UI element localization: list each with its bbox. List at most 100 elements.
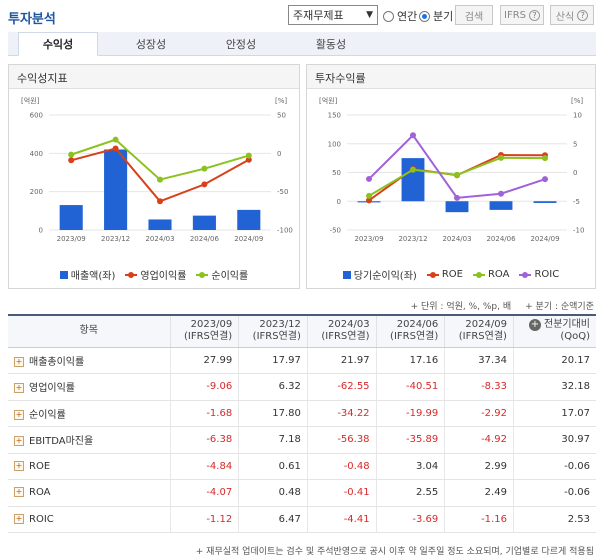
value-cell: -19.99	[375, 400, 445, 427]
bar	[445, 201, 469, 213]
legend-item-roe[interactable]: ROE	[426, 267, 463, 282]
right-tick-label: -50	[277, 188, 288, 196]
col-header-qoq: + 전분기대비 (QoQ)	[512, 314, 596, 348]
expand-row-icon[interactable]: +	[14, 356, 24, 367]
expand-row-icon[interactable]: +	[14, 383, 24, 394]
x-tick-label: 2023/12	[101, 235, 130, 243]
right-axis-unit: [%]	[571, 97, 583, 105]
tab-profitability[interactable]: 수익성	[18, 32, 98, 56]
value-cell: 27.99	[169, 347, 239, 374]
formula-button[interactable]: 산식 ?	[550, 5, 594, 25]
value-cell: 2.99	[444, 453, 514, 480]
radio-annual-icon	[383, 10, 394, 22]
x-tick-label: 2024/03	[145, 235, 174, 243]
table-row: + 매출총이익률 27.99 17.97 21.97 17.16 37.34 20.17	[8, 347, 596, 374]
row-label-cell[interactable]: + 매출총이익률	[8, 347, 170, 374]
row-label: ROE	[29, 460, 51, 472]
col-header-period: 2023/09 (IFRS연결)	[169, 314, 239, 348]
value-cell: 17.80	[238, 400, 308, 427]
footnote: + 재무실적 업데이트는 검수 및 주석반영으로 공시 이후 약 일주일 정도 …	[195, 547, 594, 557]
tab-growth[interactable]: 성장성	[135, 38, 167, 51]
tab-activity[interactable]: 활동성	[315, 38, 347, 51]
right-tick-label: 0	[573, 169, 577, 177]
legend-swatch	[519, 271, 532, 279]
legend-swatch	[342, 270, 351, 279]
search-button[interactable]: 검색	[455, 5, 493, 25]
legend-item-revenue[interactable]: 매출액(좌)	[59, 267, 115, 282]
value-cell: 0.61	[238, 453, 308, 480]
value-cell: -2.92	[444, 400, 514, 427]
expand-row-icon[interactable]: +	[14, 436, 24, 447]
value-cell: 37.34	[444, 347, 514, 374]
radio-annual[interactable]: 연간	[383, 8, 417, 24]
right-tick-label: -10	[573, 227, 584, 235]
row-label: 순이익률	[29, 409, 66, 421]
return-panel-title: 투자수익률	[307, 65, 595, 89]
legend-label: 당기순이익(좌)	[353, 271, 417, 282]
radio-quarter[interactable]: 분기	[419, 8, 453, 24]
legend-swatch	[125, 271, 138, 279]
radio-quarter-label: 분기	[433, 10, 454, 23]
left-tick-label: -50	[330, 227, 341, 235]
legend-item-roic[interactable]: ROIC	[519, 267, 559, 282]
col-header-label: 2024/03	[328, 319, 370, 331]
right-tick-label: 10	[573, 112, 582, 120]
value-cell: -56.38	[306, 426, 377, 454]
x-tick-label: 2024/09	[234, 235, 263, 243]
row-label: ROIC	[29, 513, 54, 525]
legend-item-roa[interactable]: ROA	[472, 267, 509, 282]
expand-row-icon[interactable]: +	[14, 409, 24, 420]
legend-swatch	[196, 271, 209, 279]
col-header-label: 2024/06	[396, 319, 439, 331]
legend-item-op-margin[interactable]: 영업이익률	[125, 267, 186, 282]
right-tick-label: 50	[277, 112, 286, 120]
expand-row-icon[interactable]: +	[14, 513, 24, 524]
col-header-label: 2024/09	[465, 319, 507, 331]
col-header-period: 2024/03 (IFRS연결)	[306, 314, 377, 348]
value-cell: -8.33	[444, 373, 514, 401]
row-label-cell[interactable]: + EBITDA마진율	[8, 426, 170, 454]
row-label: ROA	[29, 487, 51, 499]
bar	[192, 215, 216, 230]
legend-item-net-income[interactable]: 당기순이익(좌)	[342, 267, 417, 282]
value-cell: 3.04	[375, 453, 445, 480]
col-header-sub: (IFRS연결)	[321, 331, 370, 343]
series-point	[245, 156, 252, 163]
col-header-sub: (IFRS연결)	[183, 331, 233, 343]
bar	[489, 201, 513, 210]
series-line	[368, 133, 546, 199]
row-label-cell[interactable]: + ROIC	[8, 506, 170, 533]
left-tick-label: 0	[337, 198, 341, 206]
series-point	[366, 175, 372, 182]
radio-quarter-icon	[419, 10, 430, 22]
series-point	[112, 136, 119, 143]
qoq-cell: 17.07	[512, 400, 596, 427]
series-line	[70, 147, 250, 203]
col-header-label: 2023/12	[259, 319, 301, 331]
left-tick-label: 400	[30, 150, 43, 158]
qoq-cell: 2.53	[512, 506, 596, 533]
right-axis-unit: [%]	[275, 97, 287, 105]
series-point	[542, 176, 548, 183]
ifrs-button[interactable]: IFRS ?	[500, 5, 544, 25]
ifrs-button-label: IFRS	[504, 9, 526, 21]
legend-item-net-margin[interactable]: 순이익률	[196, 267, 248, 282]
toolbar: 투자분석 주재무제표 ▼ 연간 분기 검색 IFRS ? 산식 ?	[0, 0, 600, 32]
bar	[237, 209, 261, 230]
left-tick-label: 0	[39, 227, 43, 235]
row-label-cell[interactable]: + ROA	[8, 479, 170, 507]
statement-select[interactable]: 주재무제표 ▼	[288, 5, 378, 25]
expand-row-icon[interactable]: +	[14, 487, 24, 498]
row-label-cell[interactable]: + ROE	[8, 453, 170, 480]
expand-row-icon[interactable]: +	[14, 460, 24, 471]
row-label: 영업이익률	[29, 383, 75, 395]
col-header-label: 2023/09	[190, 319, 233, 331]
expand-icon[interactable]: +	[529, 319, 541, 332]
row-label-cell[interactable]: + 영업이익률	[8, 373, 170, 401]
x-tick-label: 2023/12	[398, 235, 427, 243]
series-point	[112, 145, 119, 152]
formula-button-label: 산식	[555, 11, 575, 23]
row-label-cell[interactable]: + 순이익률	[8, 400, 170, 427]
col-header-sub: (IFRS연결)	[458, 331, 507, 343]
tab-stability[interactable]: 안정성	[225, 38, 257, 51]
